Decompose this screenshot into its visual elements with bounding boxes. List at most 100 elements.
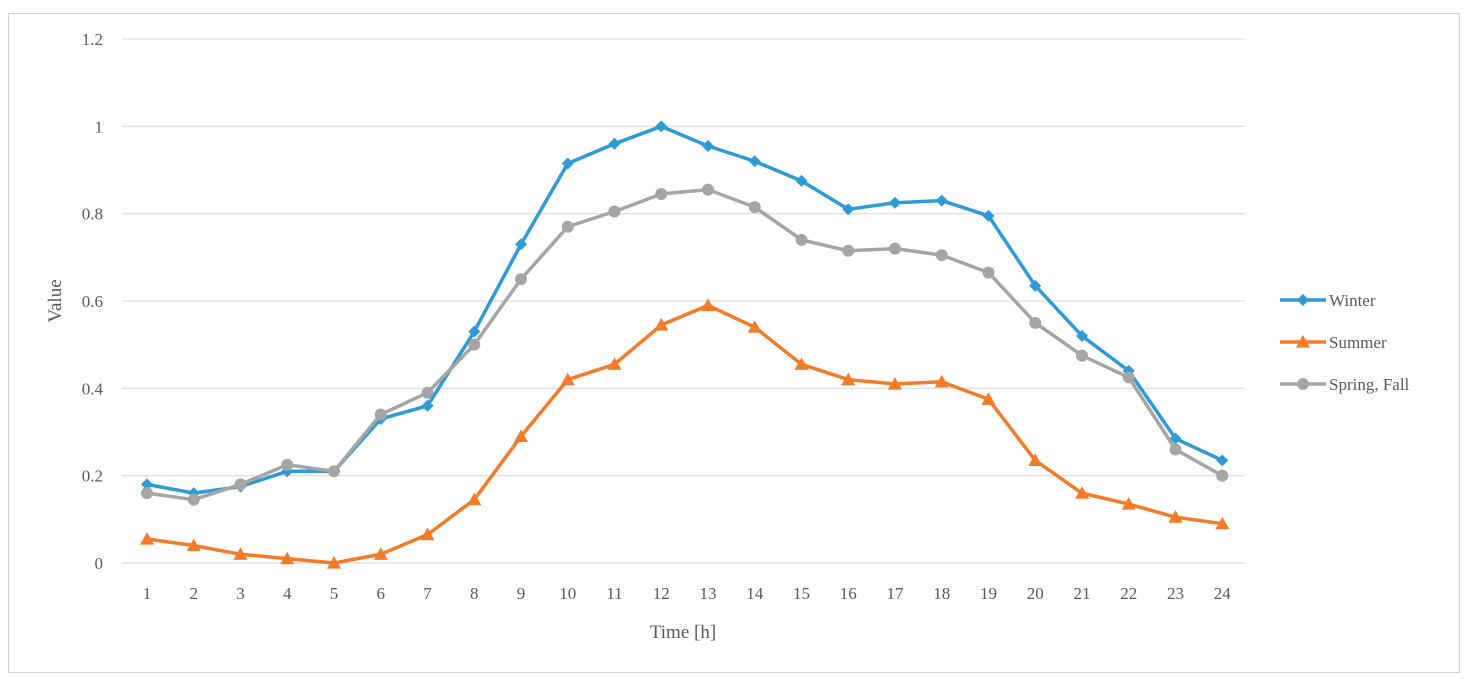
legend-label: Winter [1329,291,1376,310]
x-tick-label: 19 [980,584,997,603]
data-point-summer [1075,486,1089,499]
data-point-summer [747,320,762,333]
data-point-summer [514,429,528,442]
data-point-spring-fall [1076,349,1088,362]
data-point-winter [935,194,948,207]
data-point-spring-fall [1216,469,1229,482]
y-axis-title: Value [45,279,66,322]
legend-marker-winter [1297,294,1309,306]
y-tick-label: 0.4 [82,379,104,398]
x-tick-label: 9 [517,584,526,603]
data-point-summer [186,538,201,552]
data-point-spring-fall [515,273,527,286]
data-point-winter [795,174,808,187]
data-point-spring-fall [374,408,387,421]
data-point-summer [888,376,902,390]
data-point-summer [841,372,856,386]
data-point-spring-fall [842,244,855,257]
x-tick-label: 8 [470,584,479,603]
data-point-spring-fall [1169,443,1182,456]
x-tick-label: 11 [606,584,622,603]
data-point-summer [1215,516,1230,530]
data-point-summer [140,531,154,545]
legend-item-spring-fall: Spring, Fall [1280,375,1410,394]
x-tick-label: 2 [190,584,199,603]
data-point-summer [1028,453,1043,466]
y-tick-label: 1.2 [82,30,103,49]
data-point-spring-fall [748,201,761,214]
data-point-winter [655,120,668,133]
x-tick-label: 22 [1120,584,1137,603]
y-tick-label: 0.2 [82,467,103,486]
data-point-spring-fall [561,220,574,233]
data-point-winter [1076,329,1088,342]
x-tick-label: 16 [840,584,857,603]
data-point-winter [515,238,527,251]
data-point-summer [934,374,949,388]
data-point-summer [327,556,341,569]
data-point-summer [654,318,669,331]
data-point-winter [608,137,621,150]
data-point-winter [982,209,995,222]
data-point-summer [794,357,809,370]
data-point-spring-fall [655,188,668,201]
data-point-summer [1121,497,1136,510]
x-tick-label: 10 [559,584,576,603]
data-point-spring-fall [795,233,808,246]
data-point-winter [702,139,714,152]
x-tick-label: 4 [283,584,292,603]
series-summer [140,298,1230,569]
legend-marker-summer [1296,335,1310,348]
grid [122,38,1245,564]
x-tick-label: 5 [330,584,339,603]
legend: Winter Summer Spring, Fall [1280,291,1410,394]
data-point-winter [421,399,434,412]
data-point-spring-fall [1029,316,1042,329]
data-point-winter [748,155,761,168]
x-tick-label: 7 [423,584,432,603]
data-point-summer [1168,510,1183,523]
data-point-spring-fall [187,493,200,506]
x-tick-label: 12 [653,584,670,603]
data-point-summer [233,547,248,560]
data-point-spring-fall [982,266,995,279]
data-point-spring-fall [234,478,247,491]
data-point-summer [280,551,295,565]
data-point-winter [1216,454,1229,467]
data-point-summer [373,547,388,560]
legend-item-winter: Winter [1280,291,1376,310]
x-tick-label: 13 [700,584,717,603]
data-point-winter [468,325,481,338]
data-point-spring-fall [421,386,434,399]
data-point-spring-fall [935,249,948,262]
data-point-summer [467,492,482,506]
x-tick-label: 14 [746,584,764,603]
y-tick-label: 1 [95,117,104,136]
legend-label: Spring, Fall [1329,375,1410,394]
x-tick-label: 21 [1074,584,1091,603]
x-axis-title: Time [h] [650,622,716,643]
legend-item-summer: Summer [1280,333,1387,352]
data-point-summer [701,298,715,311]
x-tick-label: 20 [1027,584,1044,603]
data-point-spring-fall [889,242,901,255]
data-point-spring-fall [468,338,481,351]
x-tick-label: 6 [377,584,386,603]
x-axis-ticks: 1 2 3 4 5 6 7 8 9 10 11 12 13 14 15 16 17 18 19 20 21 22 23 24 [143,584,1232,603]
data-point-winter [1169,432,1182,445]
data-point-winter [842,203,855,216]
x-tick-label: 3 [236,584,245,603]
legend-label: Summer [1329,333,1387,352]
data-point-summer [981,392,996,405]
x-tick-label: 15 [793,584,810,603]
data-point-winter [889,196,901,209]
series-winter [141,120,1229,500]
data-point-spring-fall [328,465,340,478]
data-point-summer [560,372,575,386]
data-point-winter [141,478,153,491]
series-line-spring-fall [145,187,1224,502]
data-point-spring-fall [281,458,294,471]
y-tick-label: 0 [95,554,104,573]
x-tick-label: 24 [1214,584,1232,603]
